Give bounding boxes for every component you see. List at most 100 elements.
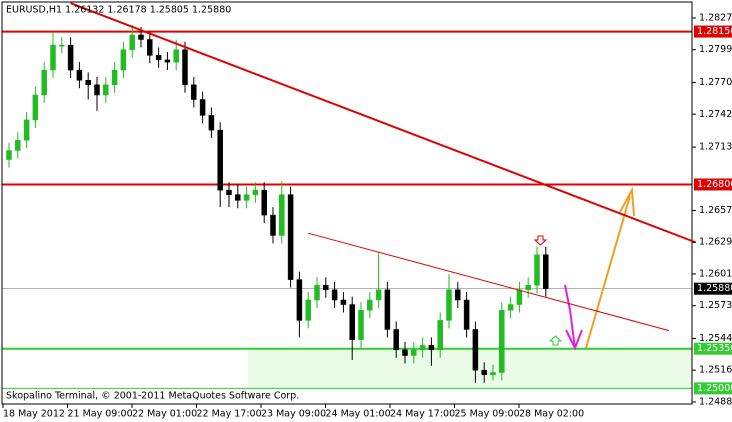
y-tick-label: 1.27420	[699, 109, 732, 120]
candle-body	[76, 69, 83, 81]
y-tick-label: 1.27990	[699, 44, 732, 55]
candles	[6, 24, 549, 383]
underlay	[2, 30, 692, 389]
y-tick-label: 1.28270	[699, 12, 732, 23]
candle-body	[437, 320, 443, 351]
projection-arrow	[585, 195, 631, 349]
support-zone	[248, 348, 692, 389]
candle-body	[208, 115, 215, 131]
candle-body	[120, 49, 127, 71]
y-tick-label: 1.24880	[699, 396, 732, 407]
x-tick-label: 21 May 09:00	[68, 409, 133, 420]
y-tick-label: 1.26570	[699, 205, 732, 216]
trendline	[70, 2, 696, 244]
x-tick-label: 28 May 02:00	[519, 409, 584, 420]
y-tick-label: 1.26010	[699, 268, 732, 279]
candle-body	[446, 289, 452, 321]
candle-body	[507, 304, 514, 311]
level-label-box	[694, 382, 732, 395]
candle-body	[103, 84, 109, 96]
candle-body	[525, 285, 531, 291]
y-tick-label: 1.25730	[699, 300, 732, 311]
candle-body	[419, 345, 426, 351]
buy-arrow	[548, 335, 563, 346]
candle-body	[472, 329, 479, 371]
candle-body	[279, 194, 285, 236]
candle-body	[199, 99, 206, 116]
y-tick-label: 1.25160	[699, 365, 732, 376]
candle-body	[191, 84, 197, 100]
candle-body	[217, 129, 223, 191]
candle-body	[111, 69, 118, 86]
level-label: 1.25880	[697, 283, 732, 294]
projection-arrow	[564, 284, 576, 349]
candle-body	[393, 329, 399, 351]
candle-body	[50, 44, 56, 71]
candle-body	[270, 214, 276, 236]
trendline	[308, 232, 670, 332]
candle-body	[402, 349, 408, 356]
overlay	[1, 1, 696, 405]
arrow-head	[565, 329, 583, 351]
level-label: 1.26800	[697, 179, 732, 190]
candle-body	[296, 279, 303, 321]
candle-body	[543, 254, 549, 289]
candle-body	[340, 299, 347, 305]
candle-body	[15, 140, 21, 151]
candle-body	[155, 55, 162, 61]
y-tick-label: 1.25440	[699, 333, 732, 344]
candle-body	[411, 349, 417, 356]
candle-body	[349, 304, 355, 340]
candle-body	[534, 254, 540, 286]
candle-body	[23, 119, 30, 141]
candle-body	[323, 285, 329, 291]
candle-body	[481, 369, 487, 376]
candle-body	[358, 309, 364, 340]
sell-arrow	[533, 235, 548, 246]
candle-body	[85, 80, 91, 86]
level-label: 1.25350	[697, 343, 732, 354]
chart-title: EURUSD,H1 1.26132 1.26178 1.25805 1.2588…	[6, 5, 231, 16]
candle-body	[499, 309, 505, 373]
candle-body	[226, 189, 232, 195]
candle-body	[173, 49, 179, 63]
level-label-box	[694, 282, 732, 295]
y-tick-label: 1.27130	[699, 142, 732, 153]
candle-body	[243, 194, 250, 201]
candle-body	[235, 194, 241, 201]
footer: Skopalino Terminal, © 2001-2011 MetaQuot…	[6, 391, 299, 402]
candle-body	[463, 299, 470, 330]
candle-body	[164, 59, 171, 63]
candle-body	[516, 289, 523, 305]
candle-body	[182, 49, 188, 86]
candle-body	[375, 289, 382, 301]
candle-body	[314, 285, 320, 301]
candle-body	[384, 289, 391, 330]
candle-body	[32, 94, 39, 121]
level-label: 1.28150	[697, 26, 732, 37]
candle-body	[261, 189, 267, 216]
candle-body	[428, 345, 435, 351]
level-label-box	[694, 178, 732, 191]
candle-body	[129, 34, 135, 50]
candle-body	[67, 44, 74, 71]
x-tick-label: 25 May 09:00	[455, 409, 520, 420]
x-tick-label: 24 May 01:00	[326, 409, 391, 420]
candle-body	[138, 34, 144, 40]
level-label-box	[694, 342, 732, 355]
candle-body	[147, 39, 153, 56]
y-tick-label: 1.27700	[699, 77, 732, 88]
plot-frame	[1, 1, 693, 405]
candle-body	[287, 194, 294, 280]
x-tick-label: 24 May 17:00	[390, 409, 455, 420]
x-tick-label: 23 May 09:00	[261, 409, 326, 420]
candle-body	[94, 84, 100, 96]
candle-body	[367, 299, 373, 311]
candle-body	[6, 150, 12, 160]
x-tick-label: 18 May 2012	[3, 409, 65, 420]
candle-body	[252, 189, 259, 195]
x-tick-label: 22 May 17:00	[197, 409, 262, 420]
candle-body	[490, 372, 496, 376]
candle-body	[455, 289, 461, 301]
